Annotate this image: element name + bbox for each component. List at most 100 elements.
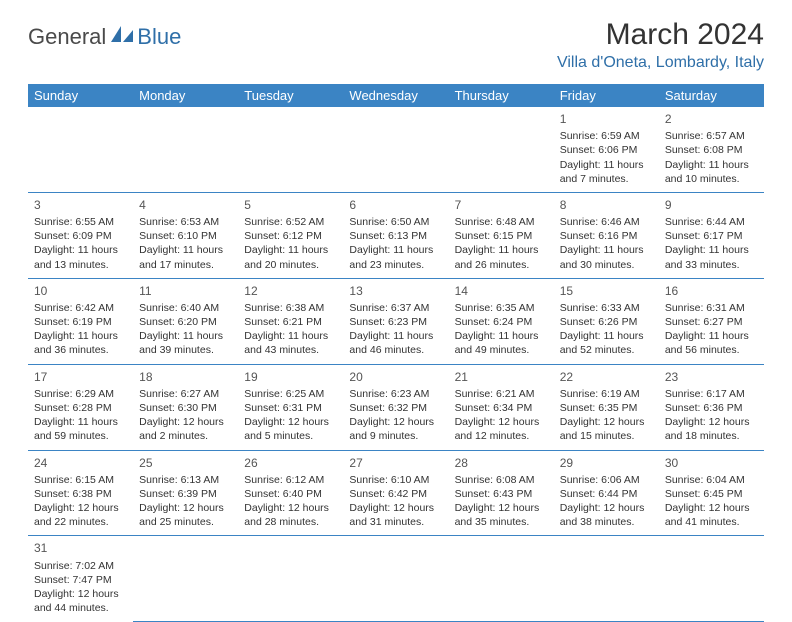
calendar-cell: 31Sunrise: 7:02 AMSunset: 7:47 PMDayligh…	[28, 536, 133, 621]
daylight-text: Daylight: 12 hours and 44 minutes.	[34, 587, 127, 615]
calendar-cell: 14Sunrise: 6:35 AMSunset: 6:24 PMDayligh…	[449, 278, 554, 364]
sunrise-text: Sunrise: 6:13 AM	[139, 473, 232, 487]
daylight-text: Daylight: 11 hours and 10 minutes.	[665, 158, 758, 186]
sunset-text: Sunset: 6:30 PM	[139, 401, 232, 415]
title-block: March 2024 Villa d'Oneta, Lombardy, Ital…	[557, 18, 764, 72]
daylight-text: Daylight: 11 hours and 39 minutes.	[139, 329, 232, 357]
sunset-text: Sunset: 6:12 PM	[244, 229, 337, 243]
sunset-text: Sunset: 6:15 PM	[455, 229, 548, 243]
calendar-cell: 22Sunrise: 6:19 AMSunset: 6:35 PMDayligh…	[554, 364, 659, 450]
sunrise-text: Sunrise: 6:21 AM	[455, 387, 548, 401]
daylight-text: Daylight: 12 hours and 38 minutes.	[560, 501, 653, 529]
calendar-cell: 30Sunrise: 6:04 AMSunset: 6:45 PMDayligh…	[659, 450, 764, 536]
day-number: 19	[244, 369, 337, 385]
day-number: 15	[560, 283, 653, 299]
calendar-cell: 5Sunrise: 6:52 AMSunset: 6:12 PMDaylight…	[238, 192, 343, 278]
sunrise-text: Sunrise: 6:06 AM	[560, 473, 653, 487]
daylight-text: Daylight: 12 hours and 35 minutes.	[455, 501, 548, 529]
calendar-body: 1Sunrise: 6:59 AMSunset: 6:06 PMDaylight…	[28, 107, 764, 621]
calendar-cell: 3Sunrise: 6:55 AMSunset: 6:09 PMDaylight…	[28, 192, 133, 278]
dow-header: Sunday	[28, 84, 133, 107]
calendar-head: SundayMondayTuesdayWednesdayThursdayFrid…	[28, 84, 764, 107]
sail-icon	[109, 24, 135, 44]
calendar-cell: 8Sunrise: 6:46 AMSunset: 6:16 PMDaylight…	[554, 192, 659, 278]
location: Villa d'Oneta, Lombardy, Italy	[557, 54, 764, 72]
calendar-cell: 13Sunrise: 6:37 AMSunset: 6:23 PMDayligh…	[343, 278, 448, 364]
sunset-text: Sunset: 6:24 PM	[455, 315, 548, 329]
sunrise-text: Sunrise: 6:46 AM	[560, 215, 653, 229]
calendar-cell: 28Sunrise: 6:08 AMSunset: 6:43 PMDayligh…	[449, 450, 554, 536]
sunrise-text: Sunrise: 6:33 AM	[560, 301, 653, 315]
calendar-cell: 24Sunrise: 6:15 AMSunset: 6:38 PMDayligh…	[28, 450, 133, 536]
sunset-text: Sunset: 6:28 PM	[34, 401, 127, 415]
day-number: 25	[139, 455, 232, 471]
sunset-text: Sunset: 6:09 PM	[34, 229, 127, 243]
daylight-text: Daylight: 11 hours and 43 minutes.	[244, 329, 337, 357]
day-number: 10	[34, 283, 127, 299]
daylight-text: Daylight: 12 hours and 22 minutes.	[34, 501, 127, 529]
calendar-cell: 18Sunrise: 6:27 AMSunset: 6:30 PMDayligh…	[133, 364, 238, 450]
day-number: 9	[665, 197, 758, 213]
sunrise-text: Sunrise: 6:12 AM	[244, 473, 337, 487]
sunset-text: Sunset: 6:23 PM	[349, 315, 442, 329]
daylight-text: Daylight: 11 hours and 59 minutes.	[34, 415, 127, 443]
day-number: 11	[139, 283, 232, 299]
sunset-text: Sunset: 6:20 PM	[139, 315, 232, 329]
sunrise-text: Sunrise: 6:59 AM	[560, 129, 653, 143]
calendar-cell: 1Sunrise: 6:59 AMSunset: 6:06 PMDaylight…	[554, 107, 659, 192]
logo-text-blue: Blue	[137, 24, 181, 50]
sunrise-text: Sunrise: 6:37 AM	[349, 301, 442, 315]
day-number: 24	[34, 455, 127, 471]
day-number: 5	[244, 197, 337, 213]
dow-header: Wednesday	[343, 84, 448, 107]
calendar-cell-empty	[238, 107, 343, 192]
sunset-text: Sunset: 6:34 PM	[455, 401, 548, 415]
sunset-text: Sunset: 6:39 PM	[139, 487, 232, 501]
day-number: 28	[455, 455, 548, 471]
sunset-text: Sunset: 6:10 PM	[139, 229, 232, 243]
calendar-cell: 21Sunrise: 6:21 AMSunset: 6:34 PMDayligh…	[449, 364, 554, 450]
calendar-cell: 2Sunrise: 6:57 AMSunset: 6:08 PMDaylight…	[659, 107, 764, 192]
calendar-cell: 27Sunrise: 6:10 AMSunset: 6:42 PMDayligh…	[343, 450, 448, 536]
daylight-text: Daylight: 12 hours and 28 minutes.	[244, 501, 337, 529]
calendar-cell: 10Sunrise: 6:42 AMSunset: 6:19 PMDayligh…	[28, 278, 133, 364]
day-number: 20	[349, 369, 442, 385]
calendar-row: 10 Sunrise: 6:42 AMSunset: 6:19 PM Dayligh…	[28, 278, 764, 364]
calendar-cell-empty	[449, 536, 554, 621]
daylight-text: Daylight: 11 hours and 17 minutes.	[139, 243, 232, 271]
sunset-text: Sunset: 6:27 PM	[665, 315, 758, 329]
dow-header: Tuesday	[238, 84, 343, 107]
dow-header: Friday	[554, 84, 659, 107]
sunrise-text: Sunrise: 6:10 AM	[349, 473, 442, 487]
sunrise-text: Sunrise: 6:57 AM	[665, 129, 758, 143]
daylight-text: Daylight: 12 hours and 15 minutes.	[560, 415, 653, 443]
calendar-cell: 20Sunrise: 6:23 AMSunset: 6:32 PMDayligh…	[343, 364, 448, 450]
day-number: 18	[139, 369, 232, 385]
sunrise-text: Sunrise: 6:08 AM	[455, 473, 548, 487]
calendar-cell: 19Sunrise: 6:25 AMSunset: 6:31 PMDayligh…	[238, 364, 343, 450]
calendar-cell-empty	[133, 536, 238, 621]
sunrise-text: Sunrise: 6:15 AM	[34, 473, 127, 487]
calendar-cell-empty	[343, 536, 448, 621]
day-number: 12	[244, 283, 337, 299]
daylight-text: Daylight: 11 hours and 52 minutes.	[560, 329, 653, 357]
sunrise-text: Sunrise: 6:42 AM	[34, 301, 127, 315]
sunrise-text: Sunrise: 6:23 AM	[349, 387, 442, 401]
sunrise-text: Sunrise: 6:53 AM	[139, 215, 232, 229]
sunset-text: Sunset: 6:35 PM	[560, 401, 653, 415]
calendar-cell-empty	[554, 536, 659, 621]
sunrise-text: Sunrise: 7:02 AM	[34, 559, 127, 573]
dow-header: Saturday	[659, 84, 764, 107]
sunset-text: Sunset: 6:40 PM	[244, 487, 337, 501]
calendar-cell: 15Sunrise: 6:33 AMSunset: 6:26 PMDayligh…	[554, 278, 659, 364]
calendar-row: 17Sunrise: 6:29 AMSunset: 6:28 PMDayligh…	[28, 364, 764, 450]
day-number: 8	[560, 197, 653, 213]
daylight-text: Daylight: 11 hours and 33 minutes.	[665, 243, 758, 271]
calendar-cell-empty	[28, 107, 133, 192]
sunset-text: Sunset: 6:19 PM	[34, 315, 127, 329]
calendar-cell: 17Sunrise: 6:29 AMSunset: 6:28 PMDayligh…	[28, 364, 133, 450]
calendar-cell-empty	[343, 107, 448, 192]
calendar-cell-empty	[238, 536, 343, 621]
day-number: 16	[665, 283, 758, 299]
sunrise-text: Sunrise: 6:29 AM	[34, 387, 127, 401]
